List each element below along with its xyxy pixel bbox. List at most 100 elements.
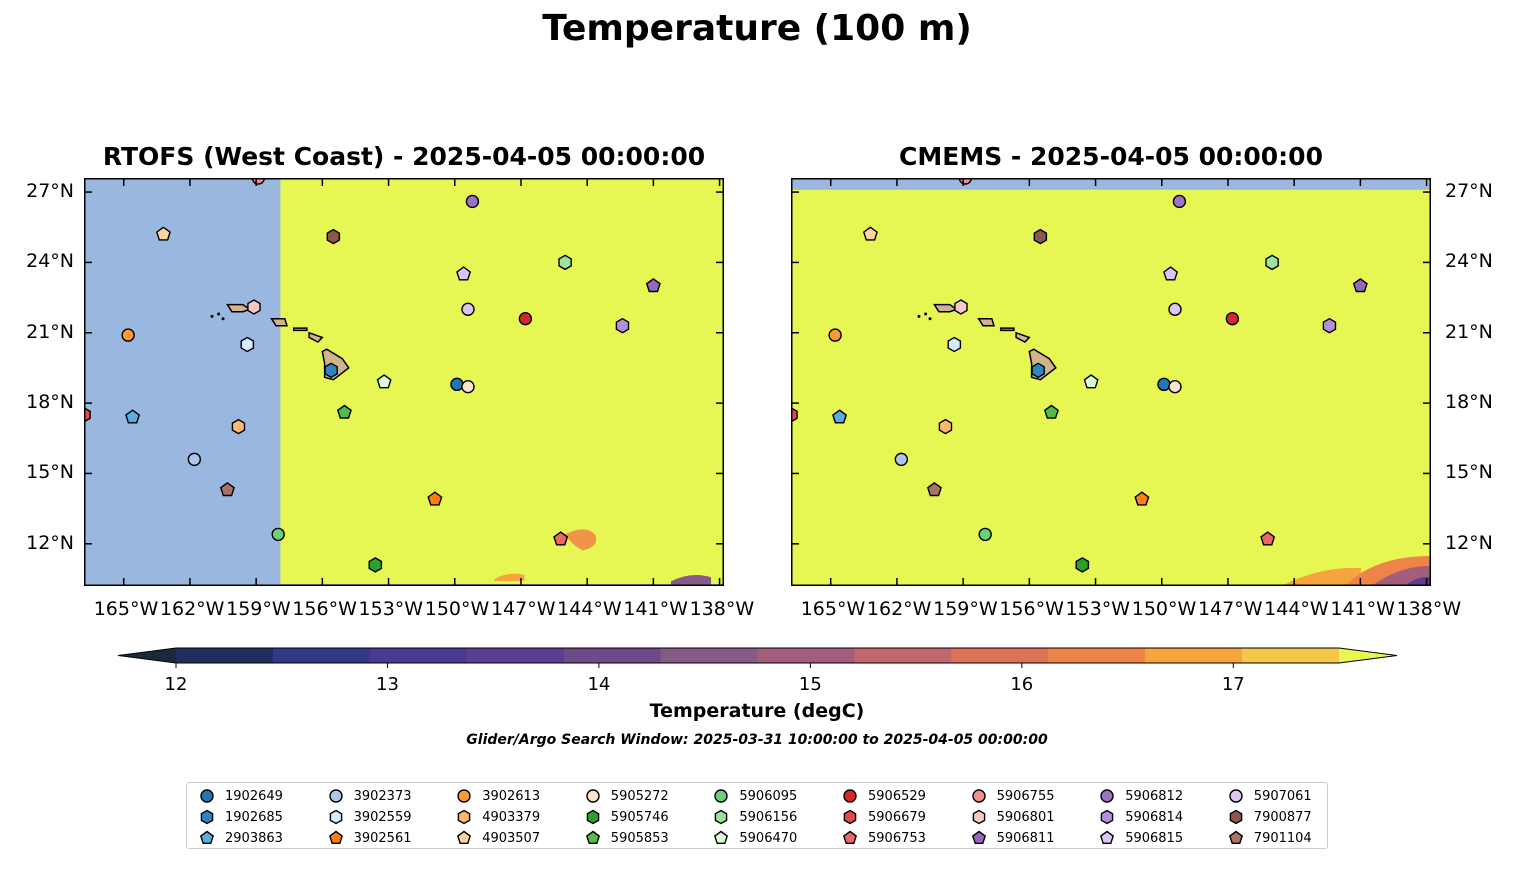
legend-marker-icon	[586, 809, 600, 825]
figure-title: Temperature (100 m)	[542, 8, 972, 49]
legend-label: 3902373	[353, 788, 412, 804]
legend-item: 5905853	[585, 829, 669, 847]
legend-marker-5906755	[971, 789, 986, 803]
legend-marker-icon	[199, 830, 215, 844]
legend-marker-icon	[200, 809, 214, 825]
legend-marker-5906095	[714, 789, 729, 803]
panel-title-cmems: CMEMS - 2025-04-05 00:00:00	[899, 142, 1323, 171]
float-marker-5906679	[84, 406, 91, 423]
lat-tick-label: 15°N	[26, 461, 74, 484]
legend-marker-5906529	[843, 789, 857, 803]
legend-marker-4903379	[457, 809, 471, 825]
float-marker-2903863	[125, 409, 141, 424]
float-marker-5906814	[1322, 317, 1337, 334]
float-marker-3902559	[947, 336, 962, 353]
legend-item: 4903507	[456, 829, 540, 847]
legend-marker-5905746	[586, 809, 600, 825]
legend-label: 5907061	[1253, 788, 1312, 804]
float-marker-1902685	[324, 362, 338, 379]
legend-marker-3902561	[328, 830, 343, 844]
colorbar-tick-label: 12	[164, 674, 188, 695]
legend-marker-icon	[843, 809, 857, 825]
float-marker-5906815	[1163, 266, 1179, 281]
legend-label: 5906679	[868, 809, 926, 825]
legend-item: 7901104	[1228, 829, 1312, 847]
search-window-note: Glider/Argo Search Window: 2025-03-31 10…	[466, 732, 1048, 748]
lat-tick-label: 27°N	[1445, 180, 1493, 203]
lon-tick-label: 138°W	[1396, 598, 1462, 620]
legend-marker-3902373	[328, 789, 343, 803]
float-marker-5905853	[1043, 404, 1059, 419]
legend-marker-5905853	[585, 830, 600, 844]
legend-marker-5906801	[972, 809, 985, 825]
lon-tick-label: 141°W	[1330, 598, 1395, 620]
float-marker-5905746	[368, 557, 383, 573]
legend-marker-icon	[1228, 830, 1243, 844]
legend-marker-icon	[971, 830, 986, 844]
legend-item: 5906753	[842, 829, 926, 847]
lon-tick-label: 165°W	[800, 598, 866, 620]
legend-marker-icon	[843, 789, 857, 803]
legend-label: 5906529	[868, 788, 926, 804]
legend-item: 3902559	[328, 808, 412, 826]
lon-tick-label: 153°W	[1065, 598, 1131, 620]
legend-marker-3902559	[329, 809, 342, 825]
legend-marker-icon	[1229, 789, 1243, 803]
legend-item: 5906156	[713, 808, 797, 826]
float-marker-5905746	[1075, 557, 1090, 573]
lon-tick-label: 144°W	[557, 598, 622, 620]
legend-label: 5906095	[739, 788, 798, 804]
legend-item: 5906814	[1099, 808, 1183, 826]
float-marker-5906470	[376, 374, 392, 389]
float-marker-5906811	[1352, 278, 1368, 293]
float-marker-4903507	[862, 226, 878, 241]
float-marker-5906811	[645, 278, 661, 293]
legend-label: 5906812	[1125, 788, 1184, 804]
float-marker-7901104	[926, 482, 942, 497]
float-marker-1902649	[1157, 377, 1171, 392]
float-marker-5906679	[791, 406, 798, 423]
legend-item: 3902373	[328, 787, 412, 805]
legend-marker-2903863	[199, 830, 215, 844]
float-marker-5906529	[518, 311, 533, 326]
legend-marker-5906470	[714, 830, 729, 844]
legend-item: 5905746	[585, 808, 669, 826]
legend-marker-5906811	[971, 830, 986, 844]
float-marker-5906753	[553, 531, 569, 546]
float-marker-5906812	[1172, 194, 1187, 209]
float-marker-7901104	[219, 482, 235, 497]
lat-tick-label: 24°N	[1445, 250, 1493, 273]
lon-tick-label: 141°W	[623, 598, 688, 620]
float-marker-3902613	[121, 328, 135, 342]
float-marker-3902373	[187, 452, 202, 467]
float-marker-5906801	[247, 299, 261, 315]
legend-marker-1902685	[200, 809, 214, 825]
float-marker-5905272	[461, 379, 475, 394]
float-marker-5906156	[558, 254, 572, 271]
legend-marker-icon	[1229, 809, 1243, 825]
float-marker-5906529	[1225, 311, 1240, 326]
legend-marker-icon	[1100, 789, 1114, 803]
legend-label: 5906811	[996, 830, 1055, 846]
float-marker-5907061	[1168, 302, 1182, 317]
legend-marker-5907061	[1229, 789, 1243, 803]
float-marker-5905272	[1168, 379, 1182, 394]
legend-marker-icon	[457, 789, 471, 803]
legend-label: 5905272	[610, 788, 669, 804]
legend-marker-icon	[971, 789, 986, 803]
legend-label: 5906753	[868, 830, 926, 846]
legend-label: 5905853	[610, 830, 669, 846]
lon-tick-label: 147°W	[490, 598, 556, 620]
lon-tick-label: 159°W	[226, 598, 291, 620]
lon-tick-label: 147°W	[1197, 598, 1263, 620]
legend-marker-5906753	[842, 830, 858, 844]
legend-marker-icon	[972, 809, 985, 825]
legend-marker-5905272	[586, 789, 600, 803]
legend-marker-7900877	[1229, 809, 1243, 825]
float-marker-7900877	[1033, 228, 1048, 245]
legend-marker-1902649	[200, 789, 214, 803]
float-marker-4903507	[155, 226, 171, 241]
legend-marker-icon	[1100, 809, 1114, 825]
colorbar	[117, 647, 1398, 668]
legend-marker-5906815	[1100, 830, 1115, 844]
